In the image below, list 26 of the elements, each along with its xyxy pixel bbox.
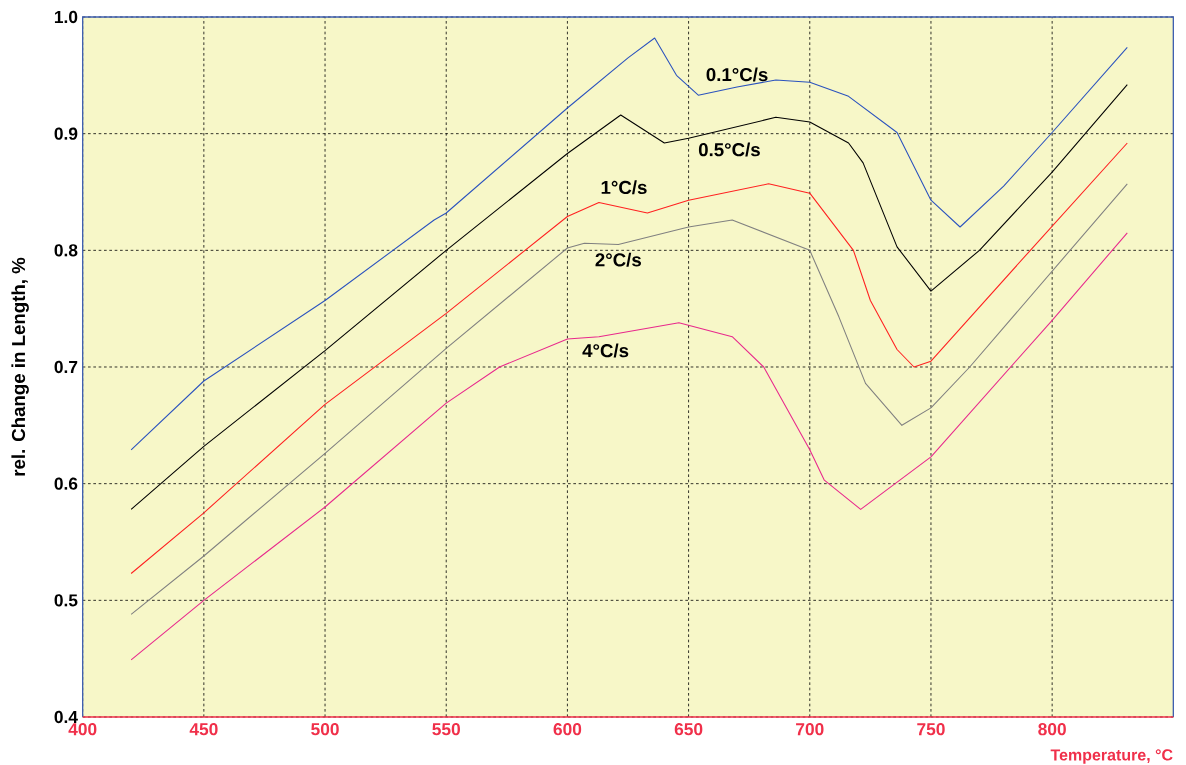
- x-tick-label: 750: [917, 723, 945, 736]
- x-tick-label: 550: [432, 723, 460, 736]
- line-series: [130, 37, 1128, 451]
- x-tick-label: 400: [68, 723, 97, 736]
- y-tick-label: 0.9: [54, 127, 78, 140]
- y-tick-label: 0.7: [54, 360, 78, 374]
- x-tick-label: 600: [553, 723, 582, 736]
- y-tick-label: 1.0: [54, 10, 78, 24]
- series-label: 4°C/s: [582, 343, 629, 358]
- y-tick-label: 0.8: [54, 244, 78, 257]
- y-axis-title: rel. Change in Length, %: [11, 257, 29, 476]
- series-label: 0.1°C/s: [706, 67, 768, 82]
- series-label: 0.5°C/s: [698, 142, 760, 157]
- line-series: [130, 142, 1128, 575]
- series-label: 2°C/s: [595, 252, 641, 267]
- x-tick-label: 450: [189, 723, 218, 736]
- x-tick-label: 700: [796, 723, 824, 736]
- y-tick-label: 0.6: [54, 477, 78, 490]
- line-series: [130, 232, 1128, 661]
- x-tick-label: 650: [674, 723, 703, 736]
- x-tick-label: 800: [1038, 723, 1066, 736]
- y-tick-label: 0.5: [54, 594, 78, 607]
- x-axis-title: Temperature, °C: [1050, 749, 1173, 764]
- x-tick-label: 500: [311, 723, 339, 736]
- series-label: 1°C/s: [601, 180, 647, 195]
- y-tick-label: 0.4: [54, 710, 78, 724]
